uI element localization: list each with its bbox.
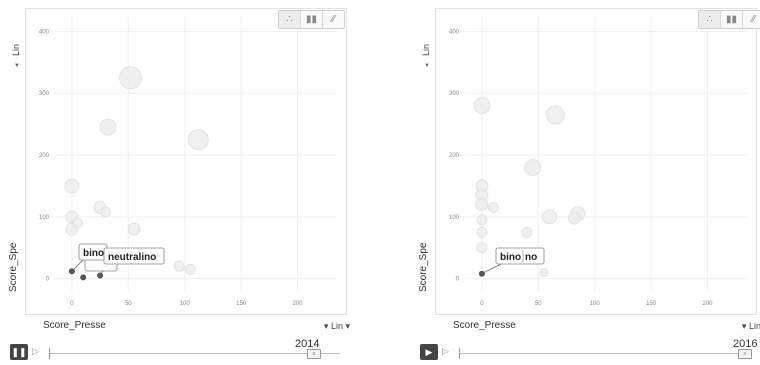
chevron-down-icon[interactable]: ▼ [14,63,20,69]
highlighted-point [80,274,87,281]
y-axis-label[interactable]: Score_Spe [8,242,19,292]
bubble [568,211,581,225]
motion-chart-left: 0 100 200 300 400 0 50 100 150 200 bino neutralino … [5,0,350,365]
y-scale-dropdown[interactable]: Lin [421,43,431,56]
bubble [72,217,83,229]
pause-icon: ❚❚ [11,346,27,357]
tooltip-label: neutralino [108,252,156,263]
bubble [100,206,112,218]
scatter-plot[interactable]: 0 100 200 300 400 0 50 100 150 200 bino no [435,8,755,313]
bubble [473,97,491,115]
bubble [64,178,80,194]
line-icon[interactable]: ⁄⁄ [751,14,756,25]
pause-button[interactable]: ❚❚ [10,344,28,360]
tooltip-label: no [525,252,537,263]
y-tick-label: 400 [39,29,50,35]
time-slider-track[interactable] [50,353,340,354]
y-tick-label: 200 [39,153,50,159]
x-scale-dropdown[interactable]: ▾ Lin ▾ [323,321,350,331]
x-tick-label: 100 [180,301,191,307]
time-slider-thumb[interactable]: ≡ [738,349,752,359]
tooltip-label: bino [500,252,521,263]
time-slider-track[interactable] [460,353,750,354]
x-tick-label: 50 [535,301,542,307]
bubble [476,214,488,226]
scatter-icon[interactable]: ∴ [699,11,721,28]
tooltip-connector [71,259,84,272]
x-axis-select[interactable]: Score_Presse [43,320,106,331]
y-tick-label: 300 [449,91,460,97]
bubble [475,198,489,211]
x-tick-label: 0 [480,301,484,307]
scatter-plot[interactable]: 0 100 200 300 400 0 50 100 150 200 bino neutralino [25,8,345,313]
y-tick-label: 100 [449,215,460,221]
scatter-icon[interactable]: ∴ [279,11,301,28]
bubble [187,129,209,150]
bubble [539,268,549,277]
speed-icon[interactable]: ▷ [32,346,39,356]
chevron-down-icon[interactable]: ▼ [424,63,430,69]
year-label: 2016 [733,338,758,350]
tooltip-label: bino [83,248,104,259]
x-tick-label: 0 [70,301,74,307]
time-slider-thumb[interactable]: ≡ [307,349,321,359]
tooltip-connector [481,263,502,275]
x-tick-label: 200 [703,301,714,307]
bubble [127,222,141,236]
bubble [476,226,488,238]
plot-area[interactable] [435,8,757,315]
bubble [487,202,499,213]
y-tick-label: 200 [449,153,460,159]
y-axis-label[interactable]: Score_Spe [418,242,429,292]
bubble [119,66,142,90]
highlighted-point [478,270,485,277]
tooltip-box [103,247,165,265]
y-tick-label: 100 [39,215,50,221]
speed-icon[interactable]: ▷ [442,346,449,356]
x-tick-label: 100 [590,301,601,307]
x-tick-label: 200 [293,301,304,307]
bubble [476,242,488,254]
x-scale-label: Lin [748,321,760,331]
motion-chart-right: 0 100 200 300 400 0 50 100 150 200 bino no ∴ ▮▮ ⁄⁄ … [415,0,760,365]
bubble [542,209,557,225]
bubble [524,159,542,176]
y-tick-label: 0 [456,277,460,283]
year-label: 2014 [295,338,320,350]
chart-type-switcher: ∴ ▮▮ ⁄⁄ [698,10,760,29]
x-scale-label: Lin [330,321,343,331]
y-scale-dropdown[interactable]: Lin [11,43,21,56]
play-icon: ▶ [425,346,433,357]
slider-start [459,348,460,359]
bubble [173,260,185,272]
x-axis-select[interactable]: Score_Presse [453,320,516,331]
chart-type-switcher: ∴ ▮▮ ⁄⁄ [278,10,345,29]
x-tick-label: 150 [646,301,657,307]
tooltip-box [495,247,545,265]
play-button[interactable]: ▶ [420,344,438,360]
x-tick-label: 150 [236,301,247,307]
bubble [545,105,565,125]
bubble [521,226,533,238]
bubble [99,118,117,136]
x-scale-dropdown[interactable]: ▾ Lin ▾ [741,321,760,331]
bar-icon[interactable]: ▮▮ [301,11,323,28]
bar-icon[interactable]: ▮▮ [721,11,743,28]
line-icon[interactable]: ⁄⁄ [331,14,336,25]
bubble [184,263,196,275]
y-tick-label: 300 [39,91,50,97]
y-tick-label: 400 [449,29,460,35]
x-tick-label: 50 [125,301,132,307]
y-tick-label: 0 [46,277,50,283]
slider-start [49,348,50,359]
